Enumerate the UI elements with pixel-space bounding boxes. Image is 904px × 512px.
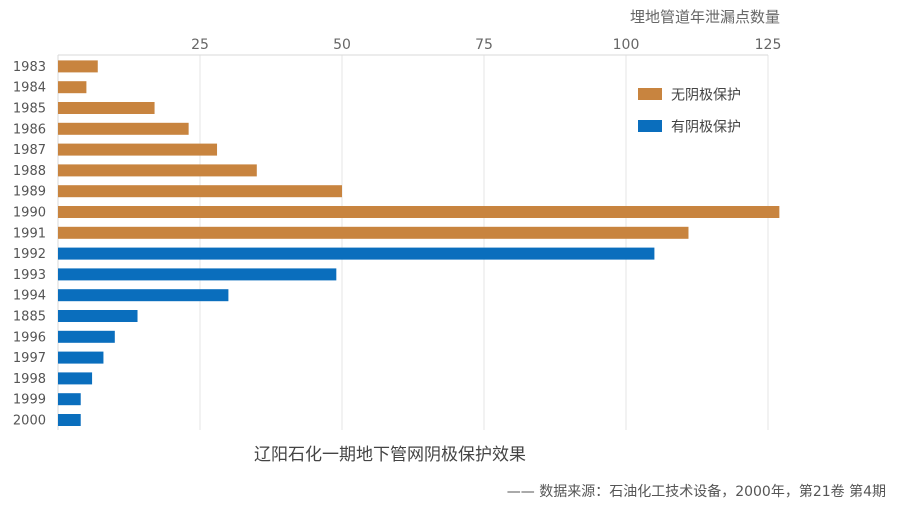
legend-swatch: [638, 120, 662, 132]
bar-no-protection: [58, 226, 689, 239]
bar-with-protection: [58, 310, 138, 322]
x-tick-label: 125: [755, 37, 782, 53]
y-tick-label: 1992: [13, 247, 46, 262]
y-tick-label: 1991: [13, 226, 46, 241]
y-tick-label: 1984: [13, 81, 46, 96]
x-axis-unit-label: 埋地管道年泄漏点数量: [629, 8, 780, 26]
y-tick-label: 2000: [13, 414, 46, 429]
x-tick-label: 25: [191, 37, 209, 53]
bar-no-protection: [58, 206, 780, 218]
y-tick-label: 1999: [13, 393, 46, 408]
bar-with-protection: [58, 268, 337, 281]
chart-title: 辽阳石化一期地下管网阴极保护效果: [254, 445, 526, 465]
bar-with-protection: [58, 393, 81, 406]
y-tick-label: 1996: [13, 330, 46, 345]
y-tick-label: 1997: [13, 351, 46, 366]
bar-no-protection: [58, 122, 189, 135]
legend-label: 有阴极保护: [671, 120, 741, 136]
y-tick-label: 1989: [13, 185, 46, 200]
legend-swatch: [638, 88, 662, 100]
bar-with-protection: [58, 372, 93, 385]
bar-no-protection: [58, 81, 87, 94]
bar-no-protection: [58, 185, 342, 198]
y-tick-label: 1986: [13, 122, 46, 137]
x-tick-label: 50: [333, 37, 351, 53]
bar-with-protection: [58, 247, 655, 260]
y-tick-label: 1993: [13, 268, 46, 283]
y-tick-label: 1983: [13, 60, 46, 75]
y-tick-label: 1994: [13, 289, 46, 304]
x-tick-label: 75: [475, 37, 493, 53]
x-tick-label: 100: [613, 37, 640, 53]
y-tick-label: 1988: [13, 164, 46, 179]
y-tick-label: 1998: [13, 372, 46, 387]
bar-with-protection: [58, 330, 115, 343]
y-tick-label: 1990: [13, 206, 46, 221]
y-tick-label: 1987: [13, 143, 46, 158]
bar-with-protection: [58, 289, 229, 302]
bar-no-protection: [58, 143, 218, 156]
bar-with-protection: [58, 414, 81, 426]
legend-label: 无阴极保护: [671, 88, 741, 104]
y-tick-label: 1985: [13, 102, 46, 117]
bar-no-protection: [58, 164, 257, 177]
bar-no-protection: [58, 102, 155, 114]
source-note: —— 数据来源：石油化工技术设备，2000年，第21卷 第4期: [506, 484, 886, 500]
y-tick-label: 1885: [13, 310, 46, 325]
bar-with-protection: [58, 351, 104, 364]
bar-no-protection: [58, 60, 98, 73]
